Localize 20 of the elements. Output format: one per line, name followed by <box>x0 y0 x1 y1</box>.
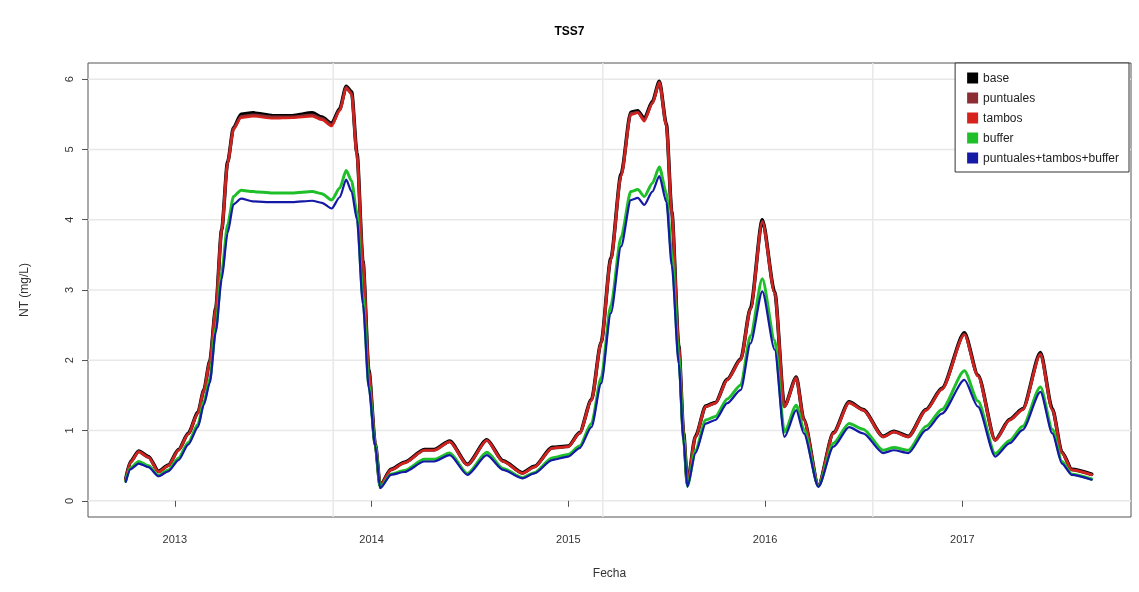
legend-label: puntuales <box>983 91 1036 105</box>
x-tick-label: 2016 <box>752 532 778 545</box>
x-axis-title: Fecha <box>592 566 627 580</box>
y-tick-label: 0 <box>62 497 75 504</box>
y-tick-label: 4 <box>62 216 75 223</box>
y-tick-label: 2 <box>62 357 75 364</box>
y-tick-label: 5 <box>62 146 75 153</box>
x-tick-label: 2014 <box>359 532 384 545</box>
legend-label: buffer <box>983 131 1014 145</box>
chart-title: TSS7 <box>554 24 585 38</box>
x-tick-label: 2015 <box>556 532 581 545</box>
y-tick-label: 1 <box>62 427 75 434</box>
y-tick-label: 6 <box>62 76 75 83</box>
legend-label: tambos <box>983 111 1023 125</box>
legend-label: base <box>983 71 1010 85</box>
x-tick-label: 2017 <box>950 532 975 545</box>
y-axis-title: NT (mg/L) <box>17 263 31 317</box>
y-tick-label: 3 <box>62 286 75 294</box>
x-tick-label: 2013 <box>162 532 188 545</box>
legend-label: puntuales+tambos+buffer <box>983 151 1120 165</box>
